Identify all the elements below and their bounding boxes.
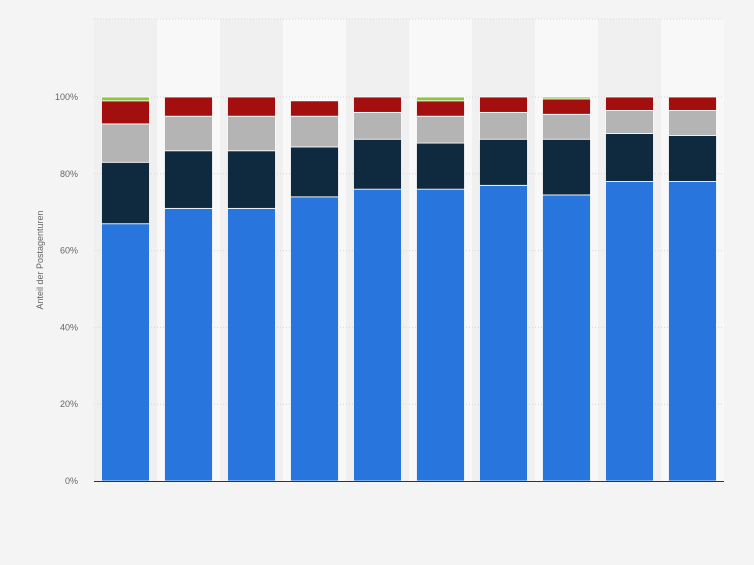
y-axis-title: Anteil der Postagenturen [35, 210, 45, 309]
bar-segment [227, 96, 276, 117]
bar-segment [416, 100, 465, 117]
bar-segment [353, 96, 402, 113]
bar-segment [101, 96, 150, 102]
bar-segment [290, 100, 339, 117]
bar-segment [668, 110, 717, 136]
bar-segment [416, 188, 465, 482]
bar-segment [542, 98, 591, 115]
bar-segment [290, 196, 339, 482]
bar-segment [668, 134, 717, 182]
bar-segment [290, 115, 339, 148]
bar-segment [542, 138, 591, 196]
bar-segment [479, 138, 528, 186]
bar-segment [605, 96, 654, 111]
y-tick-label: 0% [65, 476, 78, 486]
bar-segment [101, 123, 150, 163]
bar-segment [542, 96, 591, 100]
bar-segment [101, 100, 150, 125]
bar-segment [164, 207, 213, 482]
y-tick-label: 80% [60, 169, 78, 179]
bar-segment [416, 96, 465, 102]
bar-segment [290, 146, 339, 198]
y-tick-label: 40% [60, 322, 78, 332]
bar-segment [353, 188, 402, 482]
y-tick-label: 100% [55, 92, 78, 102]
bar-segment [416, 142, 465, 190]
bar-segment [605, 133, 654, 182]
bar-segment [605, 110, 654, 134]
bar-segment [227, 115, 276, 152]
bar-segment [605, 181, 654, 482]
bar-segment [479, 111, 528, 140]
bar-segment [353, 138, 402, 190]
bar-segment [542, 194, 591, 482]
y-tick-label: 20% [60, 399, 78, 409]
bar-segment [542, 113, 591, 140]
bar-segment [101, 223, 150, 482]
bar-segment [164, 96, 213, 117]
bar-segment [668, 181, 717, 482]
bar-segment [101, 161, 150, 225]
bar-segment [227, 207, 276, 482]
y-tick-labels: 0% 20% 40% 60% 80% 100% [55, 92, 78, 486]
bar-segments [101, 96, 717, 482]
bar-segment [353, 111, 402, 140]
bar-segment [227, 150, 276, 209]
bar-segment [668, 96, 717, 111]
bar-segment [479, 96, 528, 113]
bar-segment [164, 115, 213, 152]
bar-segment [479, 184, 528, 482]
y-tick-label: 60% [60, 246, 78, 256]
bar-segment [164, 150, 213, 209]
bar-segment [416, 115, 465, 144]
